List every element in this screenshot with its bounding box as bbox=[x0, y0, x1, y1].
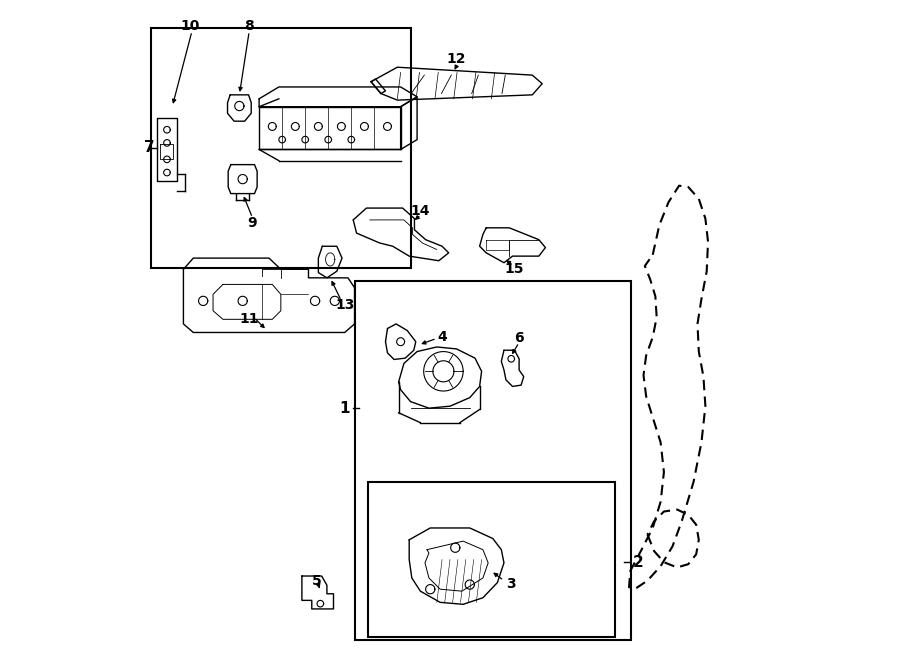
Text: 10: 10 bbox=[180, 19, 200, 34]
Text: 2: 2 bbox=[633, 555, 643, 570]
Text: 12: 12 bbox=[446, 52, 466, 66]
Bar bbox=[368, 482, 615, 637]
Text: 15: 15 bbox=[505, 262, 525, 276]
Bar bbox=[355, 281, 631, 640]
Text: 11: 11 bbox=[239, 311, 259, 326]
Text: 14: 14 bbox=[410, 204, 430, 217]
Text: 6: 6 bbox=[514, 331, 524, 346]
Text: 5: 5 bbox=[312, 574, 322, 588]
Text: 7: 7 bbox=[144, 140, 155, 155]
Text: 3: 3 bbox=[506, 577, 516, 591]
Text: 1: 1 bbox=[339, 401, 350, 416]
Text: 13: 13 bbox=[335, 299, 355, 313]
Text: 4: 4 bbox=[437, 330, 447, 344]
Bar bbox=[150, 28, 410, 268]
Text: 9: 9 bbox=[248, 216, 257, 230]
Text: 8: 8 bbox=[245, 19, 254, 34]
